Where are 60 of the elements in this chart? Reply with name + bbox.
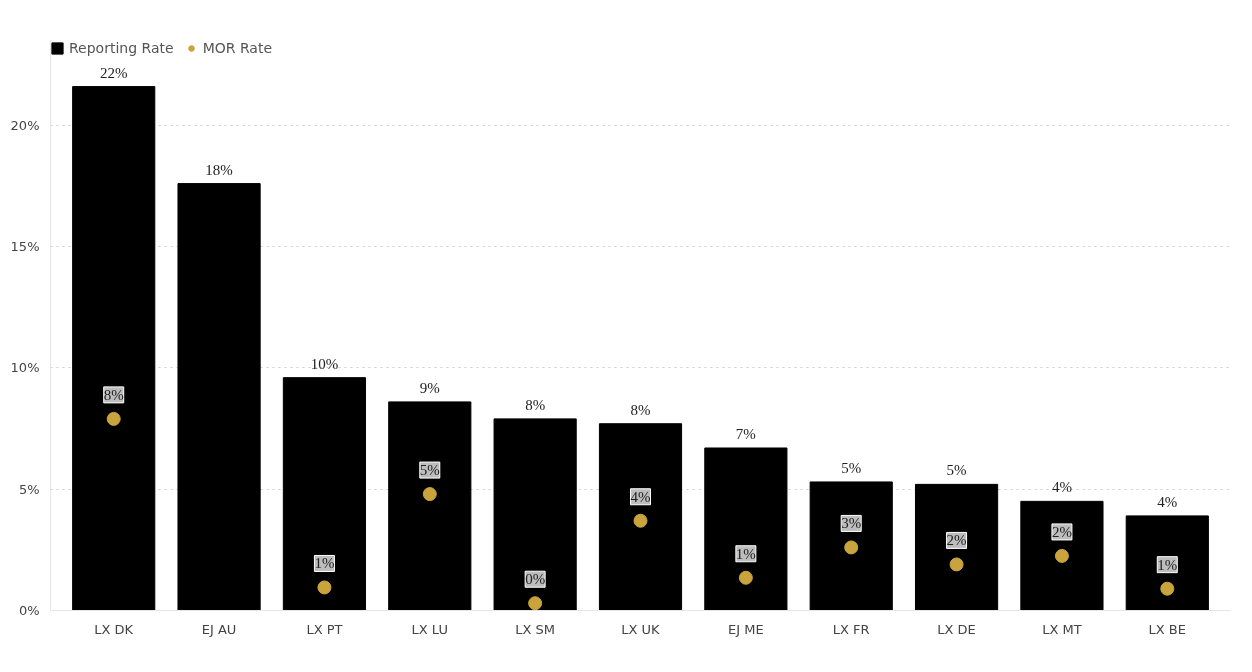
- bar: [704, 447, 788, 611]
- data-label: 4%: [630, 488, 651, 505]
- x-tick-label: LX PT: [306, 621, 343, 637]
- point: [317, 580, 332, 595]
- y-tick-label: 5%: [18, 481, 40, 497]
- bar: [598, 423, 683, 611]
- data-label: 8%: [103, 386, 124, 403]
- bar: [72, 86, 156, 611]
- data-label: 5%: [946, 462, 967, 479]
- bar: [388, 401, 472, 611]
- x-tick-label: LX BE: [1148, 621, 1186, 637]
- data-label: 4%: [1157, 493, 1178, 510]
- bar: [177, 183, 261, 611]
- point: [949, 557, 964, 572]
- data-label: 18%: [205, 161, 233, 178]
- data-label: 5%: [419, 462, 440, 479]
- y-tick-label: 10%: [10, 360, 40, 376]
- x-tick-label: LX MT: [1042, 621, 1082, 637]
- point: [738, 570, 753, 585]
- data-label: 3%: [841, 515, 862, 532]
- x-tick-label: LX UK: [621, 621, 661, 637]
- data-label: 2%: [1051, 523, 1072, 540]
- point: [844, 540, 859, 555]
- point: [106, 411, 121, 426]
- bar: [1125, 515, 1209, 611]
- y-tick-label: 20%: [10, 117, 40, 133]
- bar: [914, 483, 999, 611]
- x-tick-label: LX LU: [411, 621, 448, 637]
- data-label: 8%: [630, 401, 651, 418]
- point: [633, 513, 648, 528]
- point: [528, 596, 543, 611]
- data-label: 1%: [1157, 556, 1178, 573]
- data-label: 10%: [310, 355, 339, 372]
- data-label: 1%: [735, 545, 756, 562]
- x-tick-label: LX DE: [937, 621, 976, 637]
- bar: [282, 377, 367, 611]
- data-label: 7%: [735, 425, 756, 442]
- legend-label: MOR Rate: [202, 40, 273, 56]
- data-label: 5%: [841, 459, 862, 476]
- data-label: 1%: [314, 555, 335, 572]
- x-tick-label: LX FR: [832, 621, 870, 637]
- point: [1054, 548, 1069, 563]
- x-tick-label: EJ AU: [201, 621, 237, 637]
- data-label: 0%: [525, 571, 546, 588]
- x-tick-label: LX SM: [515, 621, 556, 637]
- bar: [809, 481, 893, 611]
- x-tick-label: EJ ME: [728, 621, 764, 637]
- legend-label: Reporting Rate: [69, 40, 174, 56]
- bar: [1020, 500, 1104, 611]
- data-label: 8%: [525, 396, 546, 413]
- x-tick-label: LX DK: [94, 621, 134, 637]
- bar: [493, 418, 577, 611]
- data-label: 2%: [946, 532, 967, 549]
- point: [422, 487, 437, 502]
- data-label: 22%: [99, 64, 128, 81]
- y-tick-label: 0%: [18, 603, 40, 618]
- y-tick-label: 15%: [10, 239, 40, 255]
- data-label: 9%: [419, 379, 440, 396]
- data-label: 4%: [1051, 479, 1072, 496]
- point: [1160, 581, 1175, 596]
